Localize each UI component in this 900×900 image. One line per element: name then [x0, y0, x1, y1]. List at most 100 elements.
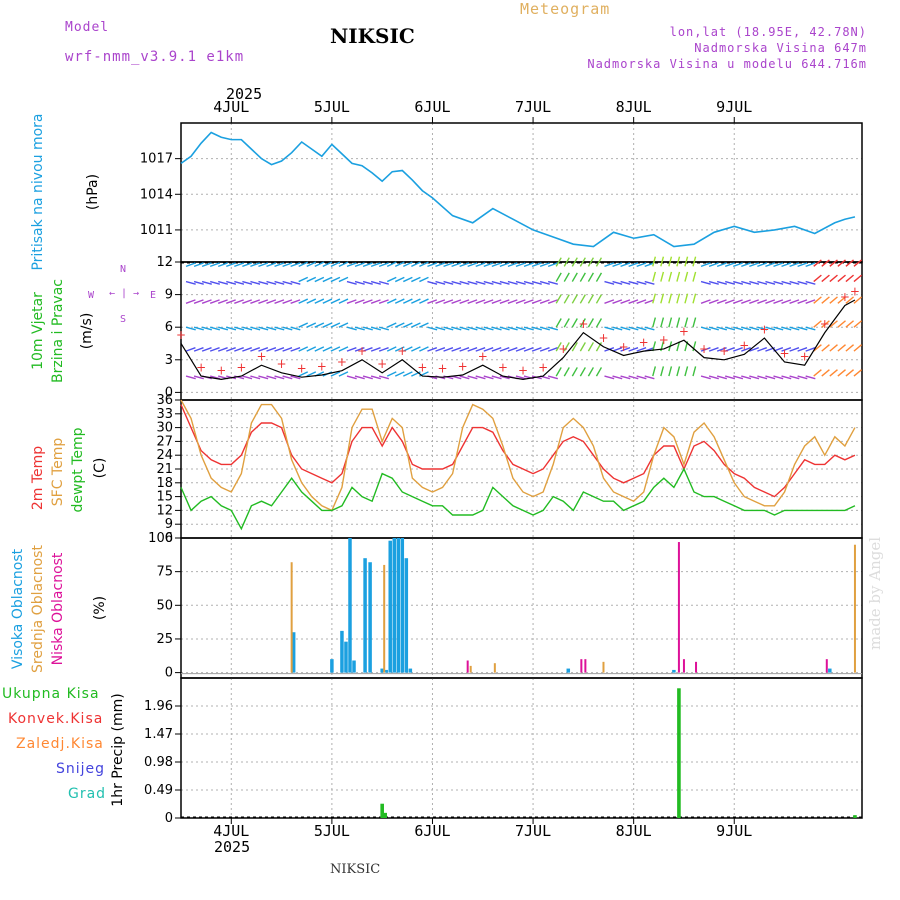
wind-arrow [700, 280, 711, 285]
wind-gust-mark: + [377, 357, 387, 371]
cloud-bar-1 [383, 564, 386, 673]
wind-arrow [757, 326, 768, 331]
wind-gust-mark: + [850, 284, 860, 298]
wind-gust-mark: + [598, 331, 608, 345]
wind-arrow [218, 326, 229, 331]
elevation-label: Nadmorska Visina 647m [694, 41, 867, 55]
wind-arrow [378, 262, 389, 268]
wind-arrow [475, 347, 486, 352]
wind-arrow [821, 369, 830, 377]
clouds-panel-frame [180, 537, 863, 679]
wind-arrow [587, 257, 594, 267]
wind-gust-mark: + [780, 346, 790, 360]
wind-arrow [258, 326, 269, 331]
wind-arrow [547, 326, 558, 331]
wind-arrow [563, 294, 570, 304]
wind-arrow [595, 257, 603, 267]
wind-arrow [306, 261, 317, 267]
wind-arrow [362, 375, 373, 380]
cloud-bar-0 [388, 540, 392, 673]
wind-arrow [427, 262, 438, 268]
cloud-bar-2 [580, 659, 583, 673]
wind-arrow [491, 326, 502, 331]
wind-arrow [467, 347, 478, 352]
wind-gust-mark: + [619, 340, 629, 354]
wind-arrow [652, 366, 657, 377]
cloud-bar-0 [344, 641, 348, 673]
wind-arrow [789, 326, 800, 331]
wind-arrow [491, 280, 502, 285]
wind-arrow [507, 262, 518, 268]
wind-arrow [322, 298, 333, 304]
compass-label-s: S [120, 314, 126, 325]
wind-arrow [829, 320, 838, 328]
wind-arrow [757, 299, 768, 304]
wind-arrow [274, 280, 285, 285]
wind-arrow [266, 262, 277, 268]
wind-arrow [531, 326, 542, 331]
precip-ytick-label-3: 1.47 [144, 727, 173, 742]
wind-arrow [733, 262, 743, 268]
wind-arrow [266, 299, 277, 304]
wind-arrow [242, 326, 253, 331]
wind-arrow [579, 272, 586, 282]
wind-arrow [185, 347, 196, 352]
wind-arrow [612, 375, 623, 380]
wind-arrow [386, 261, 397, 267]
wind-arrow [684, 256, 689, 267]
wind-arrow [741, 326, 752, 331]
wind-arrow [346, 375, 357, 380]
wind-arrow [676, 293, 681, 304]
wind-arrow [571, 342, 578, 352]
pressure-ytick-label-1: 1014 [140, 187, 173, 202]
wind-arrow [370, 375, 381, 380]
wind-arrow [539, 262, 550, 268]
wind-arrow [467, 375, 478, 380]
wind-arrow [821, 344, 830, 352]
wind-arrow [853, 296, 863, 304]
wind-arrow [226, 299, 236, 304]
wind-arrow [789, 299, 800, 304]
wind-arrow [419, 276, 429, 283]
wind-arrow [370, 262, 381, 268]
wind-arrow [563, 257, 570, 267]
wind-arrow [797, 280, 808, 285]
wind-arrow [628, 299, 639, 304]
wind-arrow [338, 346, 349, 352]
wind-arrow [499, 299, 510, 304]
wind-arrow [193, 326, 204, 331]
wind-arrow [708, 347, 719, 352]
wind-arrow [515, 375, 526, 380]
wind-arrow [587, 367, 594, 377]
wind-arrow [636, 262, 647, 268]
wind-arrow [459, 375, 470, 380]
wind-arrow [523, 347, 534, 352]
wind-arrow [644, 280, 655, 285]
precip-ytick-label-2: 0.98 [144, 755, 173, 770]
wind-arrow [394, 346, 405, 352]
wind-arrow [716, 326, 727, 331]
temperature-ytick-label-8: 30 [156, 421, 173, 436]
temperature-ytick-label-1: 9 [165, 517, 173, 532]
wind-arrow [362, 299, 373, 304]
temperature-ytick-label-6: 24 [156, 448, 173, 463]
wind-arrow [652, 271, 657, 282]
wind-arrow [258, 375, 269, 380]
wind-arrow [604, 280, 615, 285]
wind-ytick-label-4: 12 [156, 255, 173, 270]
wind-arrow [330, 298, 341, 304]
wind-arrow [386, 276, 397, 283]
wind-arrow [660, 366, 665, 377]
wind-arrow [741, 375, 752, 380]
wind-arrow [604, 299, 615, 304]
wind-arrow [555, 318, 562, 328]
cloud-bar-0 [404, 558, 409, 673]
year-top-label: 2025 [226, 85, 263, 103]
wind-arrow [853, 344, 863, 352]
wind-arrow [507, 299, 518, 304]
wind-arrow [209, 262, 220, 268]
wind-arrow [604, 326, 615, 331]
wind-arrow [451, 262, 462, 268]
wind-arrow [209, 299, 220, 304]
wind-arrow [692, 293, 697, 304]
